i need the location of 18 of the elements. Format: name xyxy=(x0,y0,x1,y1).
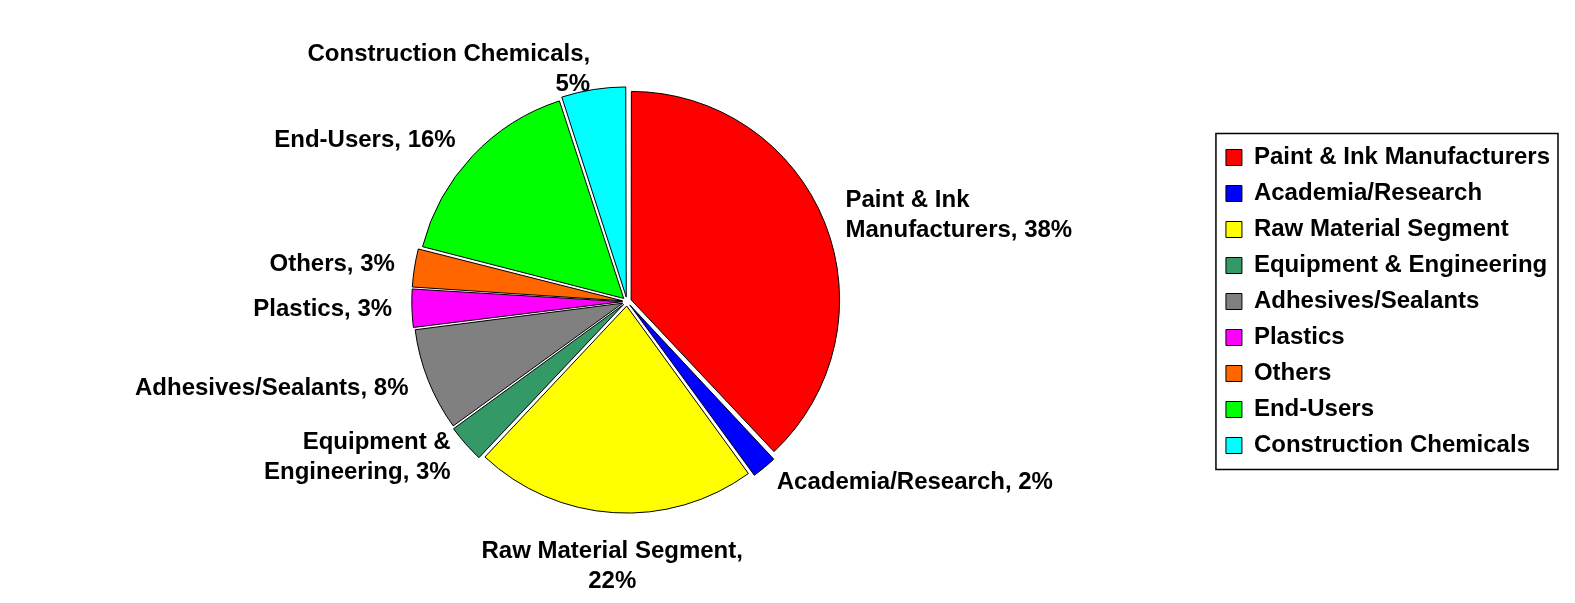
legend-label: Construction Chemicals xyxy=(1253,430,1530,458)
data-label: Academia/Research, 2% xyxy=(776,467,1053,495)
legend-label: Equipment & Engineering xyxy=(1253,250,1548,278)
data-label: Paint & Ink Manufacturers, 38% xyxy=(845,184,1073,242)
data-label: Plastics, 3% xyxy=(253,293,393,321)
legend-label: Adhesives/Sealants xyxy=(1253,286,1480,314)
data-label: Equipment & Engineering, 3% xyxy=(263,426,451,484)
legend-label: End-Users xyxy=(1253,394,1374,422)
legend-label: Raw Material Segment xyxy=(1253,214,1509,242)
legend-label: Plastics xyxy=(1253,322,1345,350)
data-label: End-Users, 16% xyxy=(274,125,456,153)
data-label: Adhesives/Sealants, 8% xyxy=(135,372,409,400)
legend-label: Others xyxy=(1253,358,1332,386)
legend-label: Paint & Ink Manufacturers xyxy=(1253,142,1550,170)
data-label: Others, 3% xyxy=(269,249,395,277)
legend-label: Academia/Research xyxy=(1253,178,1483,206)
data-label: Construction Chemicals, 5% xyxy=(307,39,591,97)
data-label: Raw Material Segment, 22% xyxy=(481,535,743,593)
